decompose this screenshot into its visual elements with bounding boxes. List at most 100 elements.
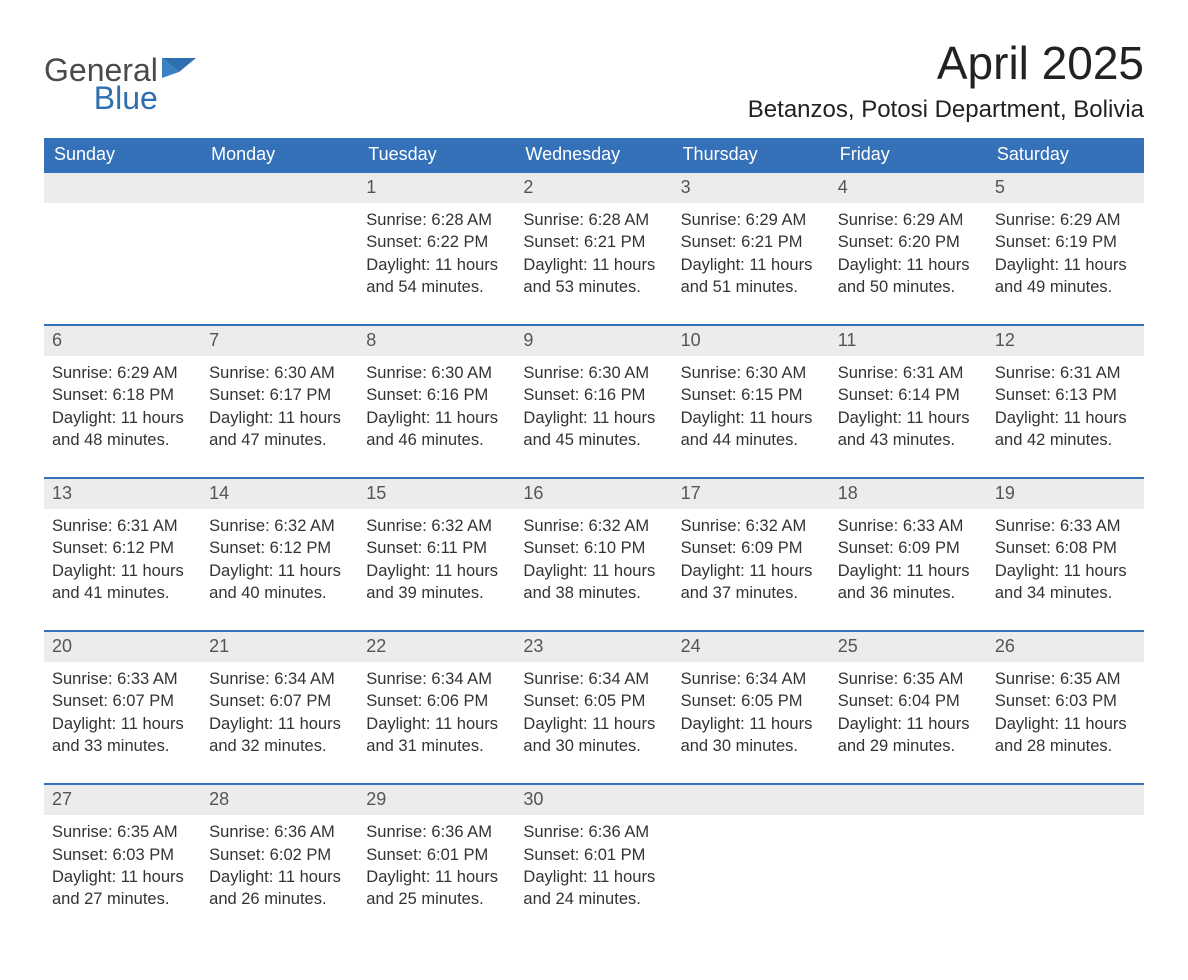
calendar-week: 20Sunrise: 6:33 AMSunset: 6:07 PMDayligh… (44, 630, 1144, 767)
sunrise-text: Sunrise: 6:34 AM (209, 668, 350, 690)
sunrise-text: Sunrise: 6:29 AM (995, 209, 1136, 231)
location-subtitle: Betanzos, Potosi Department, Bolivia (748, 96, 1144, 124)
sunrise-text: Sunrise: 6:28 AM (523, 209, 664, 231)
day-number: 13 (44, 479, 201, 509)
day-number: 1 (358, 173, 515, 203)
sunrise-text: Sunrise: 6:32 AM (523, 515, 664, 537)
weekday-header: Monday (201, 138, 358, 173)
day-number: 20 (44, 632, 201, 662)
page-header: General Blue April 2025 Betanzos, Potosi… (44, 36, 1144, 124)
calendar-day: 26Sunrise: 6:35 AMSunset: 6:03 PMDayligh… (987, 632, 1144, 767)
daylight-text: Daylight: 11 hours and 48 minutes. (52, 407, 193, 452)
day-details: Sunrise: 6:33 AMSunset: 6:09 PMDaylight:… (830, 509, 987, 604)
daylight-text: Daylight: 11 hours and 53 minutes. (523, 254, 664, 299)
daylight-text: Daylight: 11 hours and 32 minutes. (209, 713, 350, 758)
sunset-text: Sunset: 6:01 PM (366, 844, 507, 866)
weekday-header: Thursday (673, 138, 830, 173)
weekday-header: Sunday (44, 138, 201, 173)
daylight-text: Daylight: 11 hours and 33 minutes. (52, 713, 193, 758)
day-details: Sunrise: 6:29 AMSunset: 6:20 PMDaylight:… (830, 203, 987, 298)
sunset-text: Sunset: 6:17 PM (209, 384, 350, 406)
sunrise-text: Sunrise: 6:29 AM (681, 209, 822, 231)
daylight-text: Daylight: 11 hours and 41 minutes. (52, 560, 193, 605)
calendar-day: 22Sunrise: 6:34 AMSunset: 6:06 PMDayligh… (358, 632, 515, 767)
sunset-text: Sunset: 6:07 PM (209, 690, 350, 712)
calendar-day: 21Sunrise: 6:34 AMSunset: 6:07 PMDayligh… (201, 632, 358, 767)
calendar-grid: Sunday Monday Tuesday Wednesday Thursday… (44, 138, 1144, 920)
calendar-day: 11Sunrise: 6:31 AMSunset: 6:14 PMDayligh… (830, 326, 987, 461)
day-details: Sunrise: 6:29 AMSunset: 6:18 PMDaylight:… (44, 356, 201, 451)
sunrise-text: Sunrise: 6:36 AM (523, 821, 664, 843)
calendar-day: 27Sunrise: 6:35 AMSunset: 6:03 PMDayligh… (44, 785, 201, 920)
sunset-text: Sunset: 6:15 PM (681, 384, 822, 406)
day-number (201, 173, 358, 203)
sunrise-text: Sunrise: 6:34 AM (366, 668, 507, 690)
daylight-text: Daylight: 11 hours and 25 minutes. (366, 866, 507, 911)
weekday-header: Wednesday (515, 138, 672, 173)
daylight-text: Daylight: 11 hours and 51 minutes. (681, 254, 822, 299)
day-details: Sunrise: 6:32 AMSunset: 6:09 PMDaylight:… (673, 509, 830, 604)
sunrise-text: Sunrise: 6:30 AM (523, 362, 664, 384)
sunrise-text: Sunrise: 6:36 AM (209, 821, 350, 843)
day-details: Sunrise: 6:36 AMSunset: 6:02 PMDaylight:… (201, 815, 358, 910)
sunset-text: Sunset: 6:03 PM (995, 690, 1136, 712)
day-number: 19 (987, 479, 1144, 509)
day-details: Sunrise: 6:35 AMSunset: 6:03 PMDaylight:… (987, 662, 1144, 757)
weekday-header: Friday (830, 138, 987, 173)
day-number: 23 (515, 632, 672, 662)
daylight-text: Daylight: 11 hours and 50 minutes. (838, 254, 979, 299)
calendar-week: 13Sunrise: 6:31 AMSunset: 6:12 PMDayligh… (44, 477, 1144, 614)
calendar-day (673, 785, 830, 920)
calendar-day: 16Sunrise: 6:32 AMSunset: 6:10 PMDayligh… (515, 479, 672, 614)
daylight-text: Daylight: 11 hours and 36 minutes. (838, 560, 979, 605)
day-number: 15 (358, 479, 515, 509)
day-number: 25 (830, 632, 987, 662)
day-details: Sunrise: 6:32 AMSunset: 6:10 PMDaylight:… (515, 509, 672, 604)
sunrise-text: Sunrise: 6:29 AM (838, 209, 979, 231)
day-details: Sunrise: 6:30 AMSunset: 6:15 PMDaylight:… (673, 356, 830, 451)
sunset-text: Sunset: 6:19 PM (995, 231, 1136, 253)
calendar-day: 12Sunrise: 6:31 AMSunset: 6:13 PMDayligh… (987, 326, 1144, 461)
sunset-text: Sunset: 6:10 PM (523, 537, 664, 559)
sunset-text: Sunset: 6:02 PM (209, 844, 350, 866)
daylight-text: Daylight: 11 hours and 43 minutes. (838, 407, 979, 452)
day-number: 24 (673, 632, 830, 662)
daylight-text: Daylight: 11 hours and 42 minutes. (995, 407, 1136, 452)
ribbon-icon (162, 58, 196, 91)
day-details: Sunrise: 6:28 AMSunset: 6:22 PMDaylight:… (358, 203, 515, 298)
sunset-text: Sunset: 6:08 PM (995, 537, 1136, 559)
day-number (830, 785, 987, 815)
daylight-text: Daylight: 11 hours and 54 minutes. (366, 254, 507, 299)
calendar-day (830, 785, 987, 920)
day-number: 3 (673, 173, 830, 203)
day-details: Sunrise: 6:30 AMSunset: 6:16 PMDaylight:… (358, 356, 515, 451)
day-details: Sunrise: 6:36 AMSunset: 6:01 PMDaylight:… (358, 815, 515, 910)
day-number: 29 (358, 785, 515, 815)
day-details: Sunrise: 6:32 AMSunset: 6:12 PMDaylight:… (201, 509, 358, 604)
calendar-day: 30Sunrise: 6:36 AMSunset: 6:01 PMDayligh… (515, 785, 672, 920)
calendar-day: 9Sunrise: 6:30 AMSunset: 6:16 PMDaylight… (515, 326, 672, 461)
sunset-text: Sunset: 6:07 PM (52, 690, 193, 712)
day-details: Sunrise: 6:36 AMSunset: 6:01 PMDaylight:… (515, 815, 672, 910)
day-number: 17 (673, 479, 830, 509)
calendar-day: 8Sunrise: 6:30 AMSunset: 6:16 PMDaylight… (358, 326, 515, 461)
sunset-text: Sunset: 6:13 PM (995, 384, 1136, 406)
day-details: Sunrise: 6:35 AMSunset: 6:03 PMDaylight:… (44, 815, 201, 910)
day-details: Sunrise: 6:28 AMSunset: 6:21 PMDaylight:… (515, 203, 672, 298)
day-details: Sunrise: 6:29 AMSunset: 6:21 PMDaylight:… (673, 203, 830, 298)
sunset-text: Sunset: 6:22 PM (366, 231, 507, 253)
day-number: 18 (830, 479, 987, 509)
sunset-text: Sunset: 6:04 PM (838, 690, 979, 712)
calendar-day: 28Sunrise: 6:36 AMSunset: 6:02 PMDayligh… (201, 785, 358, 920)
calendar-week: 27Sunrise: 6:35 AMSunset: 6:03 PMDayligh… (44, 783, 1144, 920)
brand-logo: General Blue (44, 36, 196, 114)
calendar-day: 7Sunrise: 6:30 AMSunset: 6:17 PMDaylight… (201, 326, 358, 461)
calendar-day: 15Sunrise: 6:32 AMSunset: 6:11 PMDayligh… (358, 479, 515, 614)
sunrise-text: Sunrise: 6:30 AM (681, 362, 822, 384)
sunrise-text: Sunrise: 6:35 AM (52, 821, 193, 843)
day-number: 8 (358, 326, 515, 356)
daylight-text: Daylight: 11 hours and 39 minutes. (366, 560, 507, 605)
sunrise-text: Sunrise: 6:29 AM (52, 362, 193, 384)
sunset-text: Sunset: 6:05 PM (523, 690, 664, 712)
daylight-text: Daylight: 11 hours and 37 minutes. (681, 560, 822, 605)
